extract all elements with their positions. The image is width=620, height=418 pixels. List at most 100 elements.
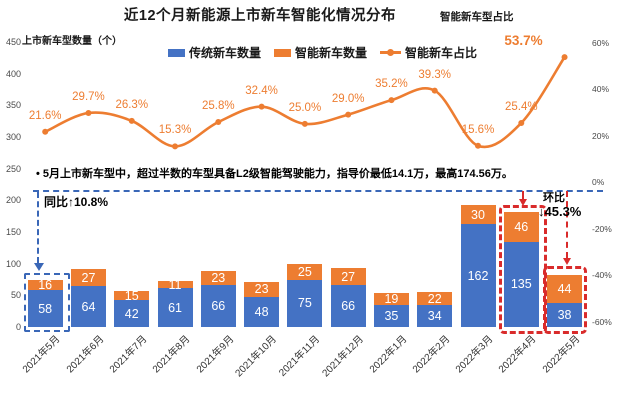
line-marker-dot [85, 109, 92, 116]
bar-segment-smart: 16 [27, 278, 63, 292]
x-axis-label: 2022年3月 [454, 333, 496, 376]
line-marker-dot [258, 103, 265, 110]
share-data-label: 53.7% [504, 33, 543, 49]
left-axis-tick: 400 [5, 68, 21, 79]
share-data-label: 15.6% [461, 123, 495, 136]
left-axis-tick: 300 [5, 132, 21, 143]
share-data-label: 35.2% [375, 78, 408, 91]
left-axis-tick: 150 [5, 227, 21, 238]
share-data-label: 15.3% [158, 124, 192, 137]
left-axis-tick: 350 [5, 100, 21, 111]
left-axis-tick: 0 [15, 322, 21, 332]
mom-arrow-may-head-icon [563, 258, 571, 265]
legend-label-share: 智能新车占比 [405, 46, 478, 60]
x-axis-label: 2022年1月 [367, 333, 410, 376]
x-axis-label: 2022年4月 [497, 333, 539, 376]
mom-label-line2: ↓45.3% [538, 203, 582, 219]
legend-line-marker-icon [380, 49, 402, 56]
bar-segment-traditional: 135 [503, 241, 539, 327]
bar-segment-traditional: 66 [330, 285, 366, 327]
share-data-label: 26.3% [115, 98, 149, 111]
bar-segment-traditional: 48 [244, 296, 280, 327]
line-marker-dot [215, 119, 222, 126]
bar-segment-traditional: 75 [287, 279, 323, 327]
bar-segment-smart: 30 [460, 205, 496, 225]
yoy-highlight-box [24, 273, 70, 332]
bar-segment-traditional: 66 [200, 285, 236, 327]
line-marker-dot [561, 54, 568, 61]
legend-swatch-traditional [168, 48, 185, 57]
line-marker-dot [518, 119, 525, 126]
legend-item-smart: 智能新车数量 [274, 44, 367, 61]
yoy-arrow-line [37, 192, 39, 263]
mom-highlight-box-april [499, 205, 547, 334]
right-axis-tick: 40% [592, 84, 610, 94]
mom-arrow-april-head-icon [519, 199, 527, 206]
bar-segment-smart: 19 [373, 292, 409, 306]
mom-arrow-may-line [566, 191, 568, 258]
line-marker-dot [345, 111, 352, 118]
left-axis-tick: 250 [5, 163, 21, 174]
share-data-label: 29.7% [72, 90, 105, 103]
x-axis-label: 2021年7月 [107, 333, 150, 376]
left-axis-tick: 50 [10, 290, 21, 301]
right-axis-tick: 20% [592, 130, 610, 141]
x-axis-label: 2022年2月 [410, 333, 453, 376]
right-axis-tick: -60% [592, 316, 612, 327]
bar-segment-smart: 25 [287, 263, 323, 280]
right-axis-tick: 60% [592, 37, 610, 48]
legend-item-traditional: 传统新车数量 [168, 44, 261, 61]
legend: 传统新车数量 智能新车数量 智能新车占比 [168, 44, 477, 61]
bar-segment-traditional: 162 [460, 224, 496, 327]
bar-segment-smart: 23 [244, 282, 280, 297]
line-marker-dot [301, 120, 308, 127]
mom-label-line1: 环比 [543, 192, 565, 204]
x-axis-label: 2021年10月 [233, 333, 280, 380]
x-axis-label: 2021年11月 [277, 333, 323, 379]
x-axis-label: 2021年5月 [21, 333, 63, 376]
bar-segment-traditional: 34 [417, 305, 453, 327]
yoy-label: 同比↑10.8% [44, 195, 109, 209]
x-axis-label: 2021年12月 [320, 333, 366, 380]
line-marker-dot [172, 143, 179, 150]
line-marker-dot [128, 117, 135, 124]
bar-segment-traditional: 42 [114, 300, 150, 327]
right-axis-tick: 0% [592, 177, 605, 187]
footer: AR 汽车之家研究院 AUTOHOME RESEARCH INSTITUTE ✱… [0, 392, 620, 418]
legend-label-smart: 智能新车数量 [295, 46, 368, 60]
legend-label-traditional: 传统新车数量 [189, 46, 262, 60]
bar-segment-smart: 23 [200, 270, 236, 286]
share-data-label: 25.4% [504, 100, 538, 113]
x-axis-label: 2021年9月 [194, 333, 236, 376]
share-data-label: 25.8% [202, 100, 235, 112]
line-marker-dot [475, 142, 481, 149]
legend-item-share: 智能新车占比 [380, 44, 477, 61]
right-axis-tick: -40% [592, 270, 612, 280]
yoy-arrow-head-icon [34, 263, 44, 271]
yoy-dashed-line [33, 190, 603, 192]
bar-segment-traditional: 35 [373, 304, 409, 327]
chart-title: 近12个月新能源上市新车智能化情况分布 [123, 8, 397, 24]
right-axis-title: 智能新车型占比 [440, 11, 514, 23]
share-data-label: 32.4% [245, 84, 278, 97]
note-bullet-text: • 5月上市新车型中，超过半数的车型具备L2级智能驾驶能力，指导价最低14.1万… [36, 168, 513, 180]
bar-segment-traditional: 64 [70, 286, 106, 327]
left-axis-tick: 450 [5, 37, 21, 48]
bar-segment-smart: 15 [114, 289, 150, 303]
mom-highlight-box-may [543, 266, 587, 334]
x-axis-label: 2021年8月 [151, 333, 193, 376]
left-axis-title: 上市新车型数量（个） [22, 36, 122, 47]
bar-segment-smart: 22 [417, 292, 453, 306]
x-axis-label: 2021年6月 [64, 333, 107, 376]
bar-segment-smart: 27 [330, 268, 366, 286]
bar-segment-smart: 27 [70, 269, 106, 287]
mom-label: 环比 ↓45.3% [538, 192, 581, 220]
bar-segment-smart: 46 [503, 212, 539, 242]
legend-swatch-smart [274, 48, 292, 57]
line-marker-dot [431, 87, 438, 94]
share-data-label: 29.0% [331, 92, 365, 105]
line-marker-dot [42, 128, 49, 135]
share-data-label: 39.3% [418, 68, 452, 81]
bar-segment-traditional: 61 [157, 288, 193, 327]
